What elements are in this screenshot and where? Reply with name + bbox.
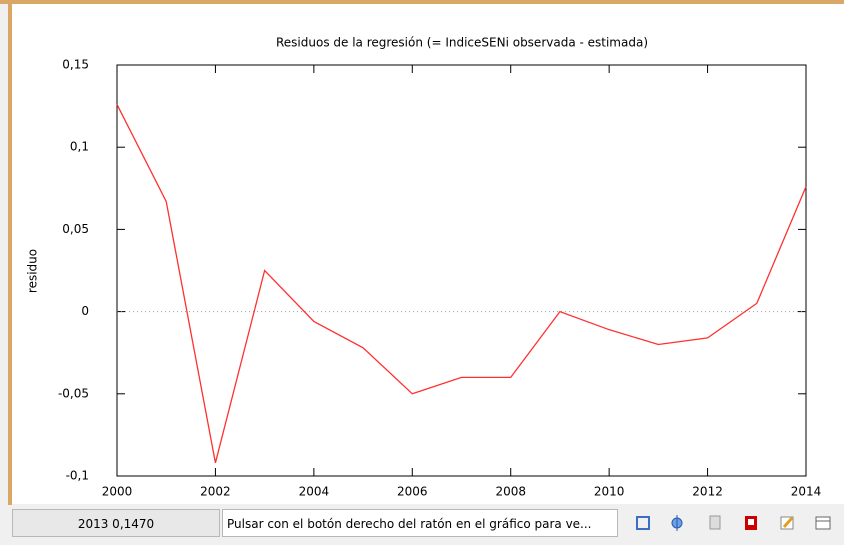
x-tick-label: 2008: [495, 485, 526, 499]
x-tick-label: 2002: [200, 485, 231, 499]
y-axis-label: residuo: [26, 249, 40, 293]
x-tick-label: 2010: [594, 485, 625, 499]
y-tick-label: 0: [81, 304, 89, 318]
edit-button[interactable]: [778, 514, 796, 532]
x-tick-label: 2006: [397, 485, 428, 499]
chart: Residuos de la regresión (= IndiceSENi o…: [0, 0, 844, 505]
residual-line: [116, 104, 807, 464]
status-position: 2013 0,1470: [12, 509, 220, 537]
window-border: [0, 0, 844, 4]
zoom-button[interactable]: [634, 514, 652, 532]
fit-button[interactable]: [668, 514, 686, 532]
window-button[interactable]: [814, 514, 832, 532]
chart-title: Residuos de la regresión (= IndiceSENi o…: [276, 36, 648, 50]
x-tick-label: 2004: [299, 485, 330, 499]
status-hint: Pulsar con el botón derecho del ratón en…: [222, 509, 618, 537]
y-tick-label: 0,15: [62, 58, 89, 72]
y-tick-label: -0,05: [58, 386, 89, 400]
x-tick-label: 2012: [692, 485, 723, 499]
x-tick-label: 2014: [791, 485, 822, 499]
copy-button[interactable]: [706, 514, 724, 532]
y-tick-label: 0,1: [70, 140, 89, 154]
window-border: [8, 0, 12, 505]
plot-frame: [116, 64, 807, 477]
y-tick-label: -0,1: [66, 469, 89, 483]
plot-background: [12, 4, 844, 504]
y-tick-label: 0,05: [62, 222, 89, 236]
x-tick-label: 2000: [102, 485, 133, 499]
pdf-button[interactable]: [742, 514, 760, 532]
